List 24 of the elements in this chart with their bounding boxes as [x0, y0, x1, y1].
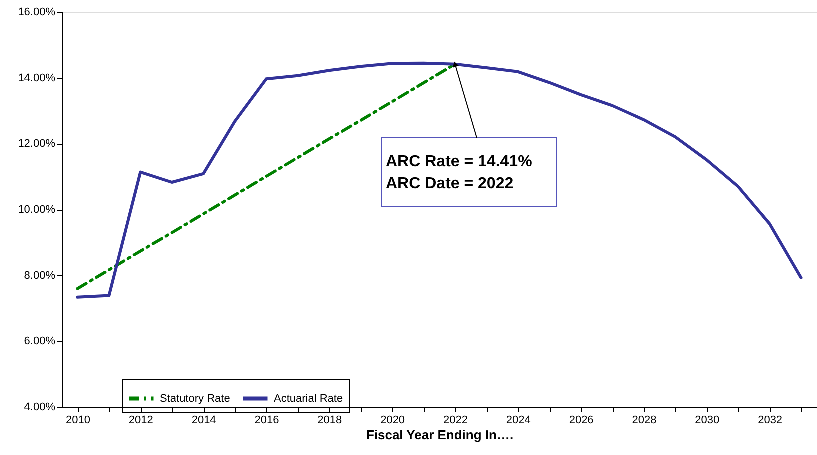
y-tick-label: 8.00% [24, 270, 56, 282]
legend-label: Actuarial Rate [274, 392, 344, 405]
x-axis-title: Fiscal Year Ending In…. [366, 428, 514, 442]
y-tick-label: 10.00% [18, 204, 56, 216]
x-tick-label: 2026 [569, 414, 594, 426]
y-tick-label: 6.00% [24, 336, 56, 348]
x-tick-label: 2022 [443, 414, 468, 426]
x-tick-label: 2028 [632, 414, 657, 426]
x-tick-label: 2010 [66, 414, 90, 426]
x-tick-label: 2012 [128, 414, 154, 426]
legend-label: Statutory Rate [160, 392, 230, 405]
annotation: ARC Rate = 14.41% ARC Date = 2022 [386, 154, 532, 192]
x-tick-label: 2014 [192, 414, 216, 426]
x-tick-label: 2032 [758, 414, 783, 426]
x-tick-label: 2018 [318, 414, 342, 426]
x-tick-label: 2016 [254, 414, 280, 426]
y-tick-label: 4.00% [24, 402, 56, 414]
x-tick-label: 2024 [506, 414, 531, 426]
x-tick-label: 2020 [380, 414, 406, 426]
y-tick-label: 14.00% [18, 72, 56, 84]
y-tick-label: 12.00% [18, 138, 56, 150]
line-series [76, 62, 803, 299]
x-tick-label: 2030 [695, 414, 720, 426]
y-tick-label: 16.00% [18, 6, 56, 18]
